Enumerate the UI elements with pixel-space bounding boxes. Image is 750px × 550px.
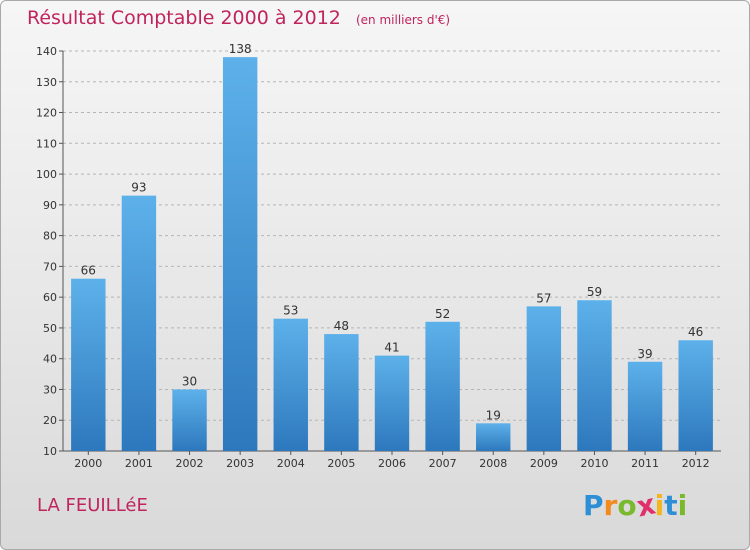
bar-2007: [425, 321, 460, 451]
bar-value-label: 57: [536, 291, 551, 305]
logo-letter: r: [603, 489, 618, 522]
bars: [71, 57, 713, 452]
bar-2012: [678, 340, 713, 451]
bar-2000: [71, 278, 106, 451]
y-tick-label: 30: [43, 383, 57, 396]
bar-value-label: 93: [131, 181, 146, 195]
x-tick-label: 2003: [226, 457, 254, 470]
bar-2002: [172, 389, 207, 451]
logo-letter: o: [617, 489, 637, 522]
place-name: LA FEUILLéE: [37, 495, 148, 516]
y-tick-label: 20: [43, 414, 57, 427]
bar-value-label: 46: [688, 325, 703, 339]
x-tick-label: 2002: [176, 457, 204, 470]
bar-value-label: 30: [182, 374, 197, 388]
logo-letter: i: [677, 489, 688, 522]
bar-2011: [627, 361, 663, 451]
bar-value-label: 39: [637, 347, 652, 361]
x-tick-labels: 2000 2001 2002 2003 2004 2005 2006 2007 2008 2009…: [74, 457, 709, 470]
bar-2006: [374, 355, 410, 451]
bar-2008: [476, 423, 511, 451]
bar-value-label: 53: [283, 304, 298, 318]
y-tick-label: 10: [43, 445, 57, 458]
bar-value-labels: 66 93 30 138 53 48 41 52 19 57 59 39 46: [81, 42, 704, 422]
y-tick-label: 100: [36, 168, 57, 181]
x-tick-label: 2005: [327, 457, 355, 470]
y-tick-label: 70: [43, 260, 57, 273]
bar-value-label: 41: [384, 341, 399, 355]
bar-value-label: 52: [435, 307, 450, 321]
bar-2003: [222, 57, 258, 452]
chart-subtitle: (en milliers d'€): [355, 13, 451, 27]
y-tick-label: 110: [36, 137, 57, 150]
logo-letter: i: [654, 489, 665, 522]
y-tick-label: 90: [43, 199, 57, 212]
bar-2005: [324, 334, 359, 451]
x-tick-label: 2006: [378, 457, 406, 470]
logo-letter: t: [664, 489, 678, 522]
y-tick-label: 130: [36, 76, 57, 89]
x-tick-label: 2009: [530, 457, 558, 470]
x-tick-label: 2012: [682, 457, 710, 470]
chart-title: Résultat Comptable 2000 à 2012: [27, 7, 341, 29]
bar-2010: [577, 300, 612, 451]
y-tick-label: 60: [43, 291, 57, 304]
y-tick-label: 50: [43, 322, 57, 335]
bar-value-label: 138: [229, 42, 252, 56]
x-tick-label: 2007: [429, 457, 457, 470]
y-tick-label: 120: [36, 107, 57, 120]
x-tick-label: 2010: [580, 457, 608, 470]
y-tick-label: 140: [36, 45, 57, 58]
bar-value-label: 48: [334, 319, 349, 333]
logo-letter: P: [583, 489, 604, 522]
y-tick-labels: 10 20 30 40 50 60 70 80 90 100 110 120 130 140: [36, 45, 57, 458]
y-tick-label: 80: [43, 230, 57, 243]
bar-value-label: 59: [587, 285, 602, 299]
bar-value-label: 19: [486, 408, 501, 422]
proxiti-logo[interactable]: Proxiti: [583, 487, 688, 523]
title-row: Résultat Comptable 2000 à 2012 (en milli…: [27, 7, 450, 29]
x-tick-label: 2000: [74, 457, 102, 470]
bar-2009: [526, 306, 562, 451]
x-tick-label: 2008: [479, 457, 507, 470]
bar-value-label: 66: [81, 264, 96, 278]
bar-2004: [273, 318, 308, 451]
x-tick-label: 2004: [277, 457, 305, 470]
y-tick-label: 40: [43, 353, 57, 366]
bar-2001: [121, 195, 157, 451]
x-tick-label: 2011: [631, 457, 659, 470]
x-tick-label: 2001: [125, 457, 153, 470]
